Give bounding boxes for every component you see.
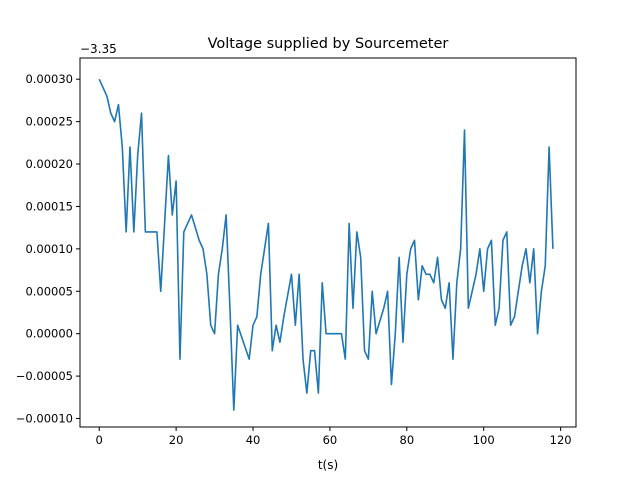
y-tick-label: 0.00015 (25, 199, 73, 213)
x-tick-label: 60 (323, 433, 338, 447)
y-axis: −0.00010 −0.00005 0.00000 0.00005 0.00010 0.0… (16, 72, 80, 426)
x-tick-label: 80 (400, 433, 415, 447)
x-axis-label: t(s) (318, 458, 338, 472)
x-tick-label: 20 (169, 433, 184, 447)
x-tick-label: 100 (473, 433, 495, 447)
y-offset-label: −3.35 (80, 42, 117, 56)
y-tick-label: 0.00030 (25, 72, 73, 86)
x-tick-label: 120 (550, 433, 572, 447)
y-tick-label: 0.00010 (25, 242, 73, 256)
y-tick-label: 0.00000 (25, 327, 73, 341)
x-tick-label: 0 (96, 433, 103, 447)
plot-area (79, 57, 577, 428)
x-tick-label: 40 (246, 433, 261, 447)
chart-title: Voltage supplied by Sourcemeter (208, 36, 449, 52)
y-tick-label: 0.00025 (25, 115, 73, 129)
y-tick-label: −0.00005 (16, 369, 73, 383)
series-line (98, 78, 554, 411)
x-axis: 0 20 40 60 80 100 120 (96, 427, 572, 447)
y-tick-label: 0.00005 (25, 284, 73, 298)
y-tick-label: 0.00020 (25, 157, 73, 171)
y-tick-label: −0.00010 (16, 412, 73, 426)
axes-frame (79, 57, 577, 428)
